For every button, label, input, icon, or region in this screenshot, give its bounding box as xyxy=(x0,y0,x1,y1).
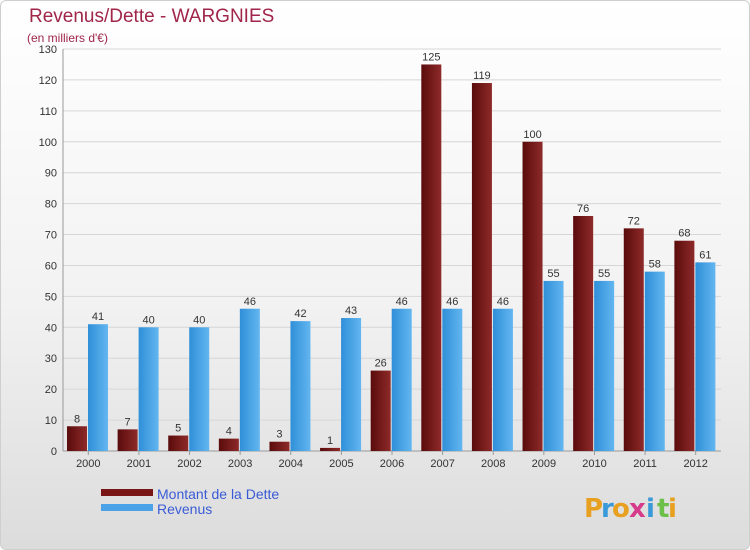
debt-bar-2006 xyxy=(370,370,391,451)
y-tick-label: 60 xyxy=(45,260,57,272)
revenue-value-label: 55 xyxy=(598,268,610,280)
y-tick-label: 0 xyxy=(51,446,57,458)
revenue-value-label: 41 xyxy=(92,311,104,323)
x-tick-label: 2001 xyxy=(127,458,151,470)
debt-value-label: 5 xyxy=(175,423,181,435)
chart-title: Revenus/Dette - WARGNIES xyxy=(29,6,275,27)
logo-letter: i xyxy=(646,494,655,524)
logo-letter: i xyxy=(668,494,677,524)
chart-subtitle: (en milliers d'€) xyxy=(27,31,108,45)
x-tick-label: 2004 xyxy=(279,458,303,470)
x-tick-label: 2012 xyxy=(683,458,707,470)
revenue-value-label: 46 xyxy=(497,296,509,308)
debt-value-label: 100 xyxy=(523,129,541,141)
revenue-bar-2004 xyxy=(290,321,311,451)
logo-letter: x xyxy=(629,494,646,524)
debt-value-label: 3 xyxy=(276,429,282,441)
x-tick-label: 2002 xyxy=(177,458,201,470)
y-tick-label: 110 xyxy=(39,106,57,118)
debt-bar-2012 xyxy=(674,240,695,451)
debt-value-label: 76 xyxy=(577,203,589,215)
revenue-bar-2003 xyxy=(239,308,260,451)
debt-bar-2004 xyxy=(269,441,290,451)
x-tick-label: 2003 xyxy=(228,458,252,470)
debt-bar-2005 xyxy=(320,447,341,451)
debt-value-label: 72 xyxy=(628,215,640,227)
y-tick-label: 130 xyxy=(39,44,57,56)
legend-label-debt: Montant de la Dette xyxy=(157,486,279,502)
revenue-value-label: 46 xyxy=(244,296,256,308)
debt-bar-2001 xyxy=(117,429,138,451)
debt-value-label: 8 xyxy=(74,413,80,425)
revenue-bar-2008 xyxy=(492,308,513,451)
debt-value-label: 125 xyxy=(422,51,440,63)
x-tick-label: 2008 xyxy=(481,458,505,470)
legend-label-revenue: Revenus xyxy=(157,501,212,517)
revenue-value-label: 58 xyxy=(649,259,661,271)
revenue-bar-2006 xyxy=(391,308,412,451)
y-tick-label: 20 xyxy=(45,384,57,396)
y-tick-label: 40 xyxy=(45,322,57,334)
y-tick-label: 10 xyxy=(45,415,57,427)
revenue-bar-2011 xyxy=(644,271,665,451)
revenue-value-label: 40 xyxy=(142,314,154,326)
y-tick-label: 80 xyxy=(45,199,57,211)
debt-value-label: 26 xyxy=(375,358,387,370)
debt-bar-2008 xyxy=(471,83,492,451)
y-tick-label: 70 xyxy=(45,230,57,242)
debt-bar-2010 xyxy=(573,215,594,451)
debt-bar-2003 xyxy=(218,438,239,451)
debt-bar-2011 xyxy=(623,228,644,451)
y-tick-label: 120 xyxy=(39,75,57,87)
revenue-bar-2009 xyxy=(543,280,564,451)
x-tick-label: 2007 xyxy=(430,458,454,470)
revenue-bar-2000 xyxy=(88,324,108,451)
debt-bar-2000 xyxy=(67,426,87,451)
logo-letter: P xyxy=(584,494,603,524)
x-tick-label: 2005 xyxy=(329,458,353,470)
y-tick-label: 90 xyxy=(45,168,57,180)
revenue-value-label: 46 xyxy=(396,296,408,308)
revenue-value-label: 43 xyxy=(345,305,357,317)
y-tick-label: 100 xyxy=(39,137,57,149)
legend-swatch-revenue xyxy=(101,504,153,511)
x-tick-label: 2006 xyxy=(380,458,404,470)
debt-bar-2002 xyxy=(168,435,189,451)
debt-bar-2007 xyxy=(421,64,442,451)
debt-value-label: 4 xyxy=(226,426,232,438)
revenue-bar-2002 xyxy=(189,327,210,451)
revenue-bar-2012 xyxy=(695,262,716,451)
x-tick-label: 2009 xyxy=(532,458,556,470)
debt-value-label: 119 xyxy=(473,70,491,82)
x-tick-label: 2010 xyxy=(582,458,606,470)
logo-letter: o xyxy=(612,494,630,524)
revenue-value-label: 61 xyxy=(699,249,711,261)
logo-letter: r xyxy=(601,494,614,524)
logo-letter: t xyxy=(657,494,669,524)
revenue-bar-2005 xyxy=(341,318,362,451)
debt-value-label: 68 xyxy=(678,228,690,240)
revenue-value-label: 55 xyxy=(547,268,559,280)
debt-value-label: 1 xyxy=(327,435,333,447)
revenue-value-label: 46 xyxy=(446,296,458,308)
x-tick-label: 2000 xyxy=(76,458,100,470)
revenue-bar-2007 xyxy=(442,308,463,451)
debt-bar-2009 xyxy=(522,141,543,451)
revenue-bar-2001 xyxy=(138,327,159,451)
legend-swatch-debt xyxy=(101,489,153,496)
revenue-bar-2010 xyxy=(594,280,615,451)
revenue-value-label: 42 xyxy=(294,308,306,320)
y-tick-label: 50 xyxy=(45,291,57,303)
y-tick-label: 30 xyxy=(45,353,57,365)
debt-value-label: 7 xyxy=(125,416,131,428)
x-tick-label: 2011 xyxy=(633,458,657,470)
revenue-value-label: 40 xyxy=(193,314,205,326)
